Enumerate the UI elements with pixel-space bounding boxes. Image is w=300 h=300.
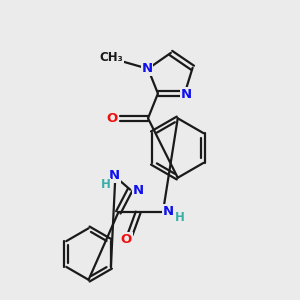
Text: N: N [142,62,153,75]
Text: H: H [175,211,185,224]
Text: N: N [109,169,120,182]
Text: O: O [107,112,118,125]
Text: O: O [121,233,132,246]
Text: N: N [133,184,144,197]
Text: N: N [162,205,173,218]
Text: CH₃: CH₃ [100,51,123,64]
Text: N: N [181,88,192,101]
Text: H: H [100,178,110,191]
